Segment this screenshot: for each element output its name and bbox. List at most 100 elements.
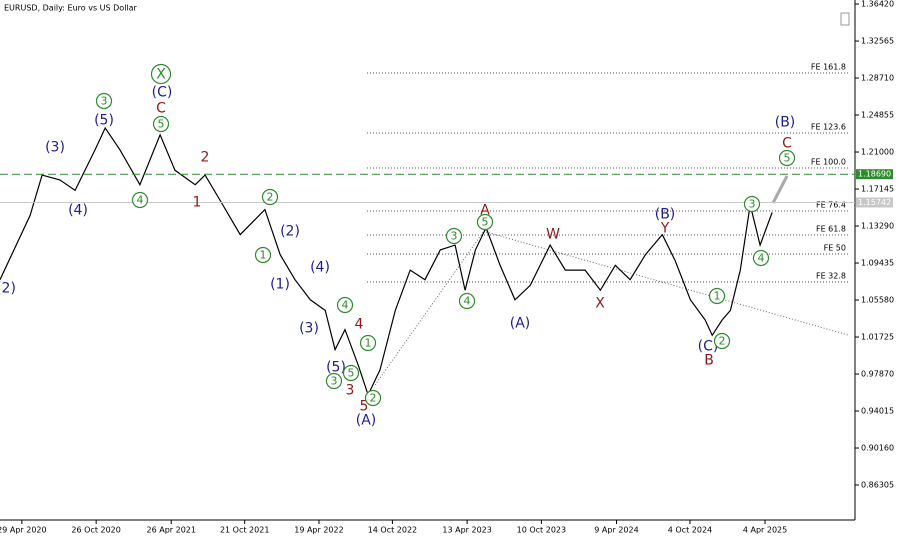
wave-label: 1 — [365, 337, 372, 350]
wave-label: 1 — [260, 249, 267, 262]
wave-circle — [445, 227, 463, 245]
wave-label: 2 — [370, 392, 377, 405]
wave-circle — [131, 191, 149, 209]
wave-label: (C) — [698, 339, 719, 355]
projection-arrow — [771, 175, 789, 204]
price-line — [0, 126, 773, 397]
wave-circle — [325, 372, 343, 390]
wave-label: 4 — [137, 194, 144, 207]
wave-label: (2) — [0, 281, 16, 297]
wave-circle — [708, 287, 726, 305]
x-tick-label: 10 Oct 2023 — [517, 526, 566, 535]
wave-label: 2 — [719, 335, 726, 348]
wave-label: 3 — [749, 198, 756, 211]
chart-title: EURUSD, Daily: Euro vs US Dollar — [4, 4, 138, 13]
y-tick-label: 1.36420 — [861, 0, 894, 9]
wave-label: (3) — [45, 140, 65, 156]
y-tick-label: 1.01725 — [861, 333, 894, 342]
fib-label: FE 100.0 — [811, 157, 846, 166]
x-tick-label: 9 Apr 2024 — [594, 526, 638, 535]
y-tick-label: 1.32565 — [861, 37, 894, 46]
x-tick-label: 19 Apr 2022 — [294, 526, 343, 535]
wave-label: 5 — [348, 367, 355, 380]
wave-label: (5) — [94, 113, 114, 129]
fib-label: FE 123.6 — [811, 123, 846, 132]
wave-circle — [364, 389, 382, 407]
wave-label: 1 — [193, 195, 202, 211]
y-tick-label: 1.09435 — [861, 259, 894, 268]
wave-label: (A) — [356, 413, 377, 429]
wave-label: 4 — [464, 295, 471, 308]
wave-label: X — [595, 296, 605, 312]
wave-label: 4 — [355, 317, 364, 333]
wave-circle — [261, 188, 279, 206]
wave-circle — [254, 246, 272, 264]
wave-label: 3 — [451, 230, 458, 243]
price-line-tag — [856, 197, 893, 208]
y-tick-label: 1.13290 — [861, 222, 894, 231]
y-tick-label: 0.94015 — [861, 407, 894, 416]
wave-label: (B) — [655, 207, 676, 223]
wave-label: (C) — [152, 85, 173, 101]
price-line-tag — [856, 169, 893, 180]
wave-label: 4 — [758, 252, 765, 265]
wave-circle — [458, 292, 476, 310]
wave-label: 3 — [101, 95, 108, 108]
price-line-label: 1.15742 — [858, 198, 891, 207]
wave-label: 4 — [342, 299, 349, 312]
wave-circle — [713, 332, 731, 350]
x-tick-label: 26 Apr 2021 — [147, 526, 196, 535]
price-line-label: 1.18690 — [858, 170, 891, 179]
y-tick-label: 0.97870 — [861, 370, 894, 379]
x-tick-label: 13 Apr 2023 — [442, 526, 491, 535]
wave-label: (A) — [510, 316, 531, 332]
wave-circle — [476, 213, 494, 231]
wave-label: 2 — [201, 150, 210, 166]
wave-label: (5) — [326, 360, 346, 376]
wave-label: Y — [660, 221, 670, 237]
trend-line — [374, 227, 487, 386]
y-tick-label: 1.28710 — [861, 74, 894, 83]
wave-circle — [95, 92, 113, 110]
wave-label: 1 — [714, 290, 721, 303]
wave-label: (4) — [310, 260, 330, 276]
wave-label: 5 — [158, 118, 165, 131]
wave-circle — [359, 334, 377, 352]
wave-label: B — [704, 353, 714, 369]
x-tick-label: 26 Oct 2020 — [71, 526, 120, 535]
wave-label: W — [546, 227, 560, 243]
x-tick-label: 29 Apr 2020 — [0, 526, 47, 535]
y-tick-label: 1.21000 — [861, 148, 894, 157]
y-tick-label: 0.86305 — [861, 481, 894, 490]
wave-circle — [336, 296, 354, 314]
wave-label: 3 — [346, 383, 355, 399]
wave-label: (3) — [299, 321, 319, 337]
wave-circle — [778, 149, 796, 167]
wave-label: X — [156, 67, 166, 83]
wave-circle — [743, 195, 761, 213]
wave-label: (1) — [270, 277, 290, 293]
fib-label: FE 76.4 — [816, 200, 846, 209]
wave-label: 5 — [360, 399, 369, 415]
wave-circle — [342, 364, 360, 382]
fib-label: FE 161.8 — [811, 63, 846, 72]
y-tick-label: 1.24855 — [861, 111, 894, 120]
wave-label: 5 — [482, 216, 489, 229]
wave-label: 2 — [267, 191, 274, 204]
wave-label: 3 — [331, 375, 338, 388]
wave-label: (4) — [68, 203, 88, 219]
x-tick-label: 21 Oct 2021 — [220, 526, 269, 535]
x-tick-label: 4 Oct 2024 — [668, 526, 712, 535]
wave-label: C — [156, 101, 166, 117]
wave-circle — [150, 63, 172, 85]
wave-label: C — [782, 136, 792, 152]
x-tick-label: 4 Apr 2025 — [743, 526, 787, 535]
fib-label: FE 50 — [824, 243, 846, 252]
x-tick-label: 14 Oct 2022 — [368, 526, 417, 535]
wave-label: (B) — [775, 115, 796, 131]
y-tick-label: 0.90160 — [861, 444, 894, 453]
icon[interactable] — [840, 12, 850, 26]
wave-label: A — [480, 203, 490, 219]
wave-label: (2) — [280, 224, 300, 240]
